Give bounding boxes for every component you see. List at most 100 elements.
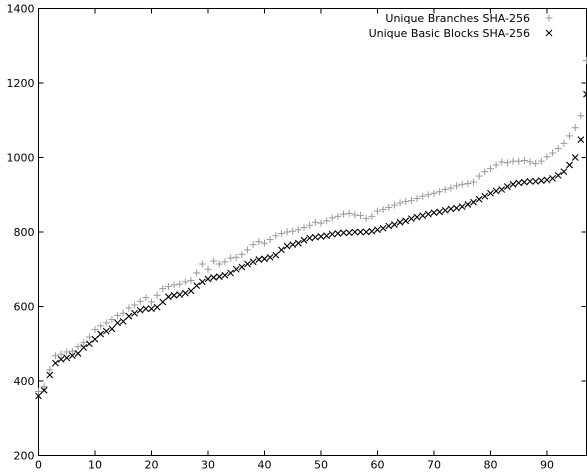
data-point-basic-blocks (430, 209, 438, 217)
data-point-basic-blocks (165, 293, 172, 301)
data-point-basic-blocks (52, 359, 59, 367)
data-point-basic-blocks (487, 189, 494, 197)
data-point-basic-blocks (114, 319, 121, 327)
data-point-basic-blocks (554, 171, 562, 179)
data-point-branches (537, 157, 545, 165)
x-tick-label: 0 (35, 459, 42, 472)
data-point-branches (51, 352, 59, 360)
data-point-basic-blocks (46, 371, 54, 379)
data-point-basic-blocks (148, 305, 155, 313)
legend-plus-icon (545, 14, 553, 22)
data-point-basic-blocks (187, 287, 195, 295)
data-point-basic-blocks (136, 306, 144, 314)
data-point-branches (390, 201, 398, 209)
data-point-branches (441, 186, 449, 194)
data-point-branches (114, 311, 122, 319)
data-point-basic-blocks (198, 278, 206, 286)
data-point-basic-blocks (374, 226, 381, 234)
data-point-branches (147, 298, 155, 306)
data-point-branches (571, 124, 579, 132)
x-tick-label: 20 (144, 459, 158, 472)
data-point-branches (560, 139, 568, 147)
data-point-branches (481, 168, 489, 176)
data-point-branches (328, 214, 336, 222)
data-point-basic-blocks (560, 168, 568, 176)
data-point-basic-blocks (571, 154, 579, 161)
data-point-basic-blocks (391, 221, 398, 228)
data-point-basic-blocks (261, 255, 268, 263)
y-tick-label: 1400 (7, 3, 35, 16)
data-point-basic-blocks (351, 228, 359, 236)
data-point-branches (413, 194, 421, 202)
data-point-basic-blocks (504, 183, 511, 190)
data-point-basic-blocks (204, 275, 212, 283)
data-point-branches (255, 238, 263, 246)
data-point-basic-blocks (368, 227, 376, 235)
data-point-branches (402, 197, 410, 205)
y-tick-label: 1200 (7, 77, 35, 90)
data-point-branches (515, 157, 523, 165)
data-point-branches (492, 161, 500, 169)
data-point-branches (249, 241, 257, 249)
data-point-branches (277, 229, 285, 237)
data-point-basic-blocks (108, 325, 116, 333)
data-point-basic-blocks (170, 291, 178, 299)
x-tick-label: 30 (201, 459, 215, 472)
data-point-branches (475, 172, 483, 180)
data-point-branches (430, 189, 438, 197)
data-point-branches (125, 304, 133, 312)
data-point-basic-blocks (543, 176, 551, 184)
data-point-branches (63, 348, 71, 356)
data-point-branches (520, 156, 528, 164)
data-point-branches (272, 232, 280, 240)
x-tick-label: 40 (257, 459, 271, 472)
data-point-basic-blocks (63, 354, 71, 362)
x-tick-label: 70 (427, 459, 441, 472)
data-point-basic-blocks (413, 213, 421, 221)
data-point-basic-blocks (266, 253, 274, 261)
data-point-branches (97, 322, 105, 330)
data-point-basic-blocks (278, 246, 285, 254)
data-point-basic-blocks (419, 212, 427, 219)
data-point-branches (91, 326, 99, 334)
data-point-branches (566, 132, 574, 140)
data-point-branches (294, 226, 302, 234)
y-tick-label: 800 (14, 226, 35, 239)
data-point-basic-blocks (210, 274, 218, 281)
x-tick-label: 50 (314, 459, 328, 472)
data-point-basic-blocks (396, 218, 404, 226)
data-point-basic-blocks (102, 327, 110, 335)
data-point-branches (300, 224, 308, 232)
data-point-basic-blocks (85, 340, 93, 348)
data-point-basic-blocks (227, 269, 234, 277)
data-point-basic-blocks (532, 177, 540, 185)
data-point-basic-blocks (447, 205, 455, 213)
data-point-branches (317, 219, 325, 227)
data-point-branches (385, 203, 393, 211)
legend-x-icon (545, 29, 553, 37)
data-point-basic-blocks (35, 392, 42, 400)
data-point-branches (46, 366, 54, 374)
data-point-basic-blocks (306, 234, 314, 242)
data-point-basic-blocks (549, 174, 556, 182)
data-point-branches (323, 217, 331, 225)
data-point-basic-blocks (526, 177, 534, 185)
data-point-branches (396, 199, 404, 207)
data-point-basic-blocks (159, 298, 167, 306)
data-point-branches (153, 291, 161, 299)
data-point-basic-blocks (323, 232, 331, 240)
data-point-basic-blocks (91, 335, 99, 343)
data-point-basic-blocks (232, 265, 240, 273)
data-point-branches (164, 282, 172, 290)
data-point-branches (458, 180, 466, 188)
data-point-basic-blocks (249, 258, 257, 266)
data-point-branches (373, 207, 381, 215)
data-point-basic-blocks (407, 215, 415, 222)
data-point-basic-blocks (424, 210, 432, 218)
data-point-basic-blocks (334, 230, 342, 237)
data-point-branches (159, 285, 167, 293)
data-point-basic-blocks (492, 187, 500, 195)
x-axis: 0 10 20 30 40 50 60 70 80 90 (35, 8, 554, 472)
data-point-branches (453, 182, 461, 190)
